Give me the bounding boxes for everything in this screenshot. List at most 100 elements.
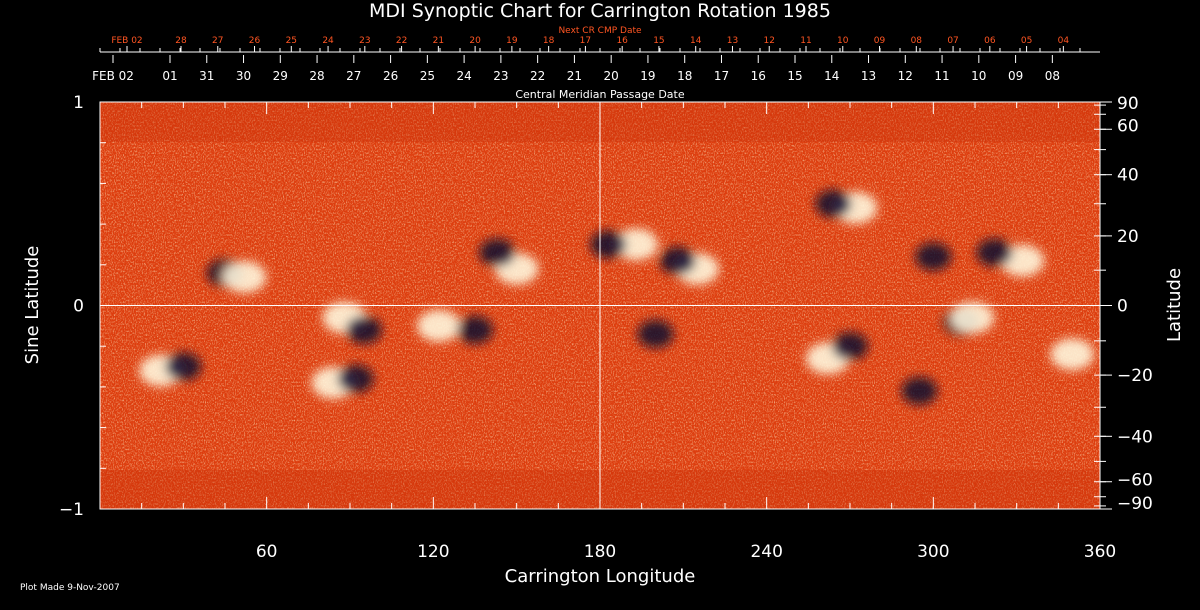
next-cmp-date-label: 12	[764, 36, 775, 46]
next-cmp-date-label: 25	[286, 36, 297, 46]
right-y-tick-label: 90	[1117, 94, 1139, 114]
right-y-tick-label: −60	[1117, 471, 1153, 491]
next-cmp-date-label: 18	[543, 36, 555, 46]
cmp-date-label: 24	[456, 69, 471, 83]
negative-flux-region	[832, 332, 868, 361]
x-axis: 60 120 180 240 300 360	[141, 102, 1116, 562]
cmp-date-label: 31	[199, 69, 214, 83]
cmp-date-label: 15	[787, 69, 802, 83]
positive-flux-region	[1050, 338, 1095, 371]
right-y-tick-label: −40	[1117, 427, 1153, 447]
positive-flux-region	[416, 309, 461, 342]
next-cmp-date-label: 14	[690, 36, 702, 46]
next-cmp-label: Next CR CMP Date	[558, 26, 642, 36]
right-y-tick-label: 40	[1117, 166, 1139, 186]
cmp-date-label: 29	[273, 69, 288, 83]
next-cmp-date-label: 28	[175, 36, 187, 46]
negative-flux-region	[165, 352, 202, 381]
cmp-date-label: 23	[493, 69, 508, 83]
next-cmp-date-label: 23	[359, 36, 370, 46]
negative-flux-region	[337, 364, 374, 393]
cmp-date-label: 10	[971, 69, 986, 83]
cmp-date-label: 27	[346, 69, 361, 83]
cmp-date-label: FEB 02	[92, 69, 134, 83]
cmp-date-label: 19	[640, 69, 655, 83]
positive-flux-region	[950, 301, 995, 334]
negative-flux-region	[457, 315, 493, 344]
right-y-tick-label: 20	[1117, 227, 1139, 247]
next-cmp-date-label: 22	[396, 36, 407, 46]
cmp-date-label: 21	[567, 69, 582, 83]
magnetic-regions	[139, 189, 1095, 405]
right-y-tick-label: 0	[1117, 297, 1128, 317]
negative-flux-region	[479, 238, 516, 267]
next-cmp-date-label: 17	[580, 36, 591, 46]
cmp-date-label: 09	[1008, 69, 1023, 83]
next-cmp-date-label: 19	[506, 36, 518, 46]
x-tick-label: 240	[750, 542, 782, 562]
x-tick-label: 180	[584, 542, 616, 562]
next-cmp-date-label: 24	[322, 36, 334, 46]
right-y-tick-label: −20	[1117, 366, 1153, 386]
next-cmp-date-label: 07	[947, 36, 958, 46]
next-cmp-date-label: 04	[1058, 36, 1070, 46]
cmp-axis-label: Central Meridian Passage Date	[515, 88, 684, 101]
plot-made-footnote: Plot Made 9-Nov-2007	[20, 583, 120, 593]
left-y-axis-label: Sine Latitude	[22, 246, 43, 365]
negative-flux-region	[901, 376, 938, 405]
negative-flux-region	[915, 242, 952, 271]
cmp-date-axis: FEB 02 01 31 30 29 28 27 26 25 24 23 22 21 20 19 18 17 16…	[92, 55, 1060, 83]
cmp-date-label: 13	[861, 69, 876, 83]
next-cmp-date-label: 16	[616, 36, 628, 46]
cmp-date-label: 17	[714, 69, 729, 83]
x-tick-label: 60	[256, 542, 278, 562]
cmp-date-label: 30	[236, 69, 251, 83]
cmp-date-label: 22	[530, 69, 545, 83]
next-cmp-date-label: 13	[727, 36, 738, 46]
negative-flux-region	[345, 315, 382, 344]
negative-flux-region	[815, 189, 852, 218]
cmp-date-label: 01	[162, 69, 177, 83]
next-cmp-date-label: 11	[800, 36, 811, 46]
negative-flux-region	[637, 319, 674, 348]
cmp-date-label: 12	[898, 69, 913, 83]
right-y-tick-label: 60	[1117, 116, 1139, 136]
next-cmp-date-label: 05	[1021, 36, 1032, 46]
positive-flux-region	[614, 228, 659, 261]
cmp-date-label: 11	[934, 69, 949, 83]
next-cmp-axis: FEB 02 28 27 26 25 24 23 22 21 20 19 18 17 16 15 14 13 12…	[99, 36, 1081, 52]
next-cmp-date-label: FEB 02	[111, 36, 142, 46]
positive-flux-region	[222, 261, 267, 294]
negative-flux-region	[659, 246, 696, 275]
next-cmp-date-label: 26	[249, 36, 261, 46]
chart-title: MDI Synoptic Chart for Carrington Rotati…	[369, 0, 831, 22]
cmp-date-label: 20	[604, 69, 619, 83]
next-cmp-date-label: 10	[837, 36, 849, 46]
cmp-date-label: 16	[751, 69, 766, 83]
left-y-tick-label: −1	[59, 500, 84, 520]
cmp-date-label: 18	[677, 69, 692, 83]
left-y-tick-label: 1	[73, 93, 84, 113]
next-cmp-date-label: 08	[911, 36, 923, 46]
cmp-date-label: 08	[1045, 69, 1060, 83]
negative-flux-region	[590, 230, 627, 259]
x-tick-label: 120	[417, 542, 449, 562]
next-cmp-date-label: 20	[469, 36, 481, 46]
left-y-tick-label: 0	[73, 297, 84, 317]
next-cmp-date-label: 06	[984, 36, 996, 46]
cmp-date-label: 26	[383, 69, 398, 83]
x-tick-label: 360	[1084, 542, 1116, 562]
next-cmp-date-label: 09	[874, 36, 886, 46]
right-y-tick-label: −90	[1117, 494, 1153, 514]
cmp-date-label: 25	[420, 69, 435, 83]
next-cmp-date-label: 27	[212, 36, 223, 46]
cmp-date-label: 14	[824, 69, 839, 83]
negative-flux-region	[976, 238, 1013, 267]
x-tick-label: 300	[917, 542, 949, 562]
cmp-date-label: 28	[309, 69, 324, 83]
left-y-axis: 1 0 −1	[59, 93, 112, 520]
x-axis-label: Carrington Longitude	[505, 566, 696, 587]
right-y-axis-label: Latitude	[1164, 268, 1185, 342]
